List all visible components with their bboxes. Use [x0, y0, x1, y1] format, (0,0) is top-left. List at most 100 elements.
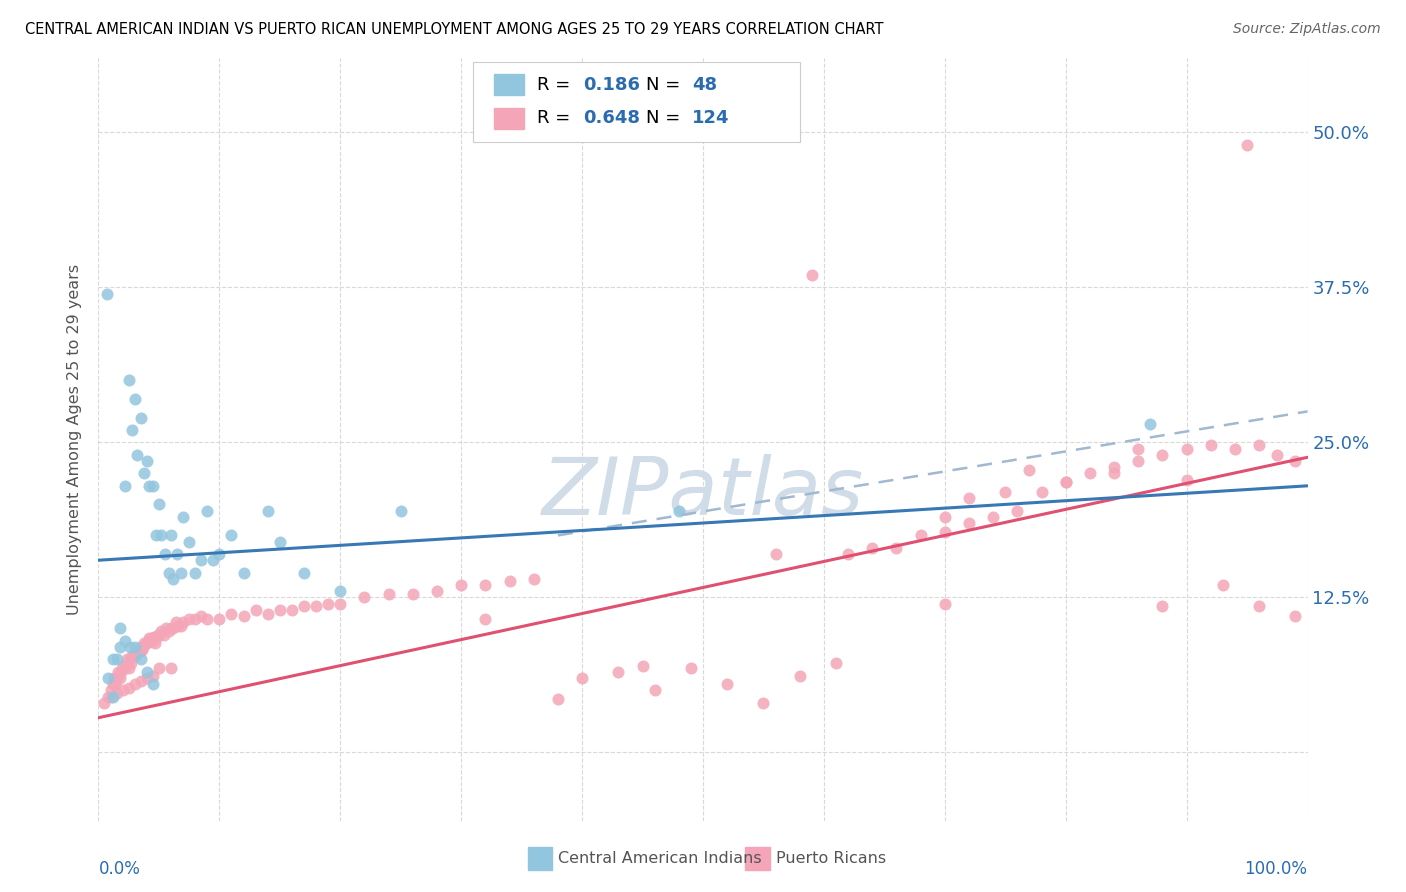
Point	[167, 619, 190, 633]
Point	[103, 671, 125, 685]
Point	[100, 690, 122, 704]
Point	[1249, 438, 1271, 452]
Point	[1175, 442, 1198, 456]
Point	[269, 603, 291, 617]
Point	[142, 668, 165, 682]
Point	[121, 423, 143, 437]
Point	[146, 627, 169, 641]
Point	[101, 677, 124, 691]
Point	[957, 491, 980, 506]
Point	[195, 503, 218, 517]
Point	[96, 286, 118, 301]
Point	[825, 656, 848, 670]
Point	[910, 528, 932, 542]
Point	[145, 528, 167, 542]
Point	[232, 609, 254, 624]
Point	[179, 611, 201, 625]
Text: N =: N =	[647, 109, 686, 128]
Point	[135, 665, 157, 679]
Point	[145, 632, 167, 646]
Point	[104, 677, 127, 691]
Point	[172, 509, 194, 524]
Point	[571, 671, 593, 685]
Point	[143, 636, 166, 650]
Point	[129, 640, 152, 654]
Point	[837, 547, 859, 561]
Point	[127, 646, 149, 660]
Point	[1007, 503, 1029, 517]
Point	[118, 373, 141, 387]
Point	[155, 622, 177, 636]
Point	[1284, 609, 1306, 624]
FancyBboxPatch shape	[527, 847, 551, 871]
Point	[101, 652, 124, 666]
Point	[150, 528, 173, 542]
Point	[148, 627, 170, 641]
Point	[134, 467, 156, 481]
Point	[160, 622, 183, 636]
Point	[292, 599, 315, 613]
Text: Source: ZipAtlas.com: Source: ZipAtlas.com	[1233, 22, 1381, 37]
Point	[139, 633, 162, 648]
FancyBboxPatch shape	[494, 108, 524, 129]
Point	[165, 615, 187, 630]
Point	[607, 665, 630, 679]
Point	[124, 392, 146, 406]
Point	[281, 603, 304, 617]
Point	[1152, 599, 1174, 613]
Point	[256, 607, 278, 621]
Text: Central American Indians: Central American Indians	[558, 851, 762, 866]
Text: Puerto Ricans: Puerto Ricans	[776, 851, 886, 866]
FancyBboxPatch shape	[474, 62, 800, 142]
Point	[523, 572, 546, 586]
Point	[789, 668, 811, 682]
Point	[329, 597, 352, 611]
Point	[148, 661, 170, 675]
Point	[245, 603, 267, 617]
Point	[1054, 475, 1077, 489]
Point	[134, 636, 156, 650]
Point	[111, 658, 134, 673]
Point	[135, 636, 157, 650]
Point	[127, 448, 149, 462]
Point	[886, 541, 908, 555]
Text: 0.186: 0.186	[583, 76, 640, 94]
Point	[138, 479, 160, 493]
Point	[1139, 417, 1161, 431]
Point	[108, 622, 131, 636]
Point	[292, 566, 315, 580]
Point	[1102, 467, 1125, 481]
Point	[934, 597, 956, 611]
Point	[1152, 448, 1174, 462]
Point	[1175, 473, 1198, 487]
Point	[108, 671, 131, 685]
Point	[474, 578, 496, 592]
Point	[105, 686, 128, 700]
Point	[169, 619, 191, 633]
Point	[1267, 448, 1289, 462]
Point	[114, 661, 136, 675]
Point	[329, 584, 352, 599]
Point	[97, 690, 120, 704]
Point	[316, 597, 339, 611]
Text: 124: 124	[692, 109, 730, 128]
Point	[118, 661, 141, 675]
Point	[1128, 454, 1150, 468]
Point	[221, 528, 243, 542]
Point	[107, 665, 129, 679]
Point	[981, 509, 1004, 524]
Point	[716, 677, 738, 691]
Point	[160, 661, 183, 675]
Point	[152, 627, 174, 641]
Point	[136, 633, 159, 648]
Point	[111, 683, 134, 698]
Point	[100, 683, 122, 698]
Point	[765, 547, 787, 561]
Point	[150, 624, 173, 638]
Point	[1031, 485, 1053, 500]
FancyBboxPatch shape	[494, 74, 524, 95]
Point	[256, 503, 278, 517]
Point	[668, 503, 690, 517]
Point	[305, 599, 328, 613]
Text: CENTRAL AMERICAN INDIAN VS PUERTO RICAN UNEMPLOYMENT AMONG AGES 25 TO 29 YEARS C: CENTRAL AMERICAN INDIAN VS PUERTO RICAN …	[25, 22, 884, 37]
